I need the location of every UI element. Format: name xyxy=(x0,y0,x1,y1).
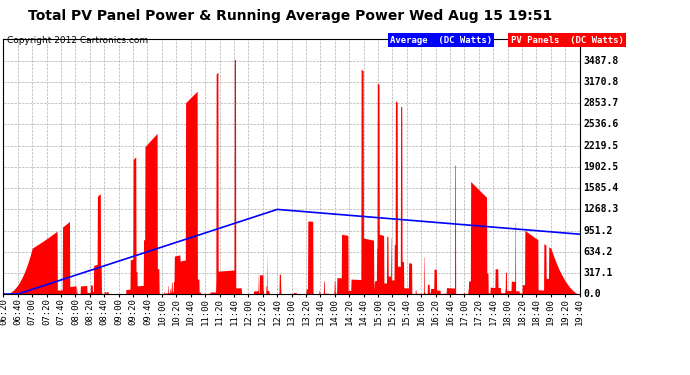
Text: 2219.5: 2219.5 xyxy=(583,141,618,151)
Text: 1585.4: 1585.4 xyxy=(583,183,618,193)
Text: 951.2: 951.2 xyxy=(583,226,613,236)
Text: 1902.5: 1902.5 xyxy=(583,162,618,172)
Text: 3487.8: 3487.8 xyxy=(583,56,618,66)
Text: 0.0: 0.0 xyxy=(583,290,601,299)
Text: 2536.6: 2536.6 xyxy=(583,119,618,129)
Text: 2853.7: 2853.7 xyxy=(583,98,618,108)
Text: 3170.8: 3170.8 xyxy=(583,77,618,87)
Text: Total PV Panel Power & Running Average Power Wed Aug 15 19:51: Total PV Panel Power & Running Average P… xyxy=(28,9,552,23)
Text: 3804.9: 3804.9 xyxy=(583,34,618,44)
Text: Copyright 2012 Cartronics.com: Copyright 2012 Cartronics.com xyxy=(7,36,148,45)
Text: Average  (DC Watts): Average (DC Watts) xyxy=(390,36,492,45)
Text: 317.1: 317.1 xyxy=(583,268,613,278)
Text: 1268.3: 1268.3 xyxy=(583,204,618,214)
Text: 634.2: 634.2 xyxy=(583,247,613,257)
Text: PV Panels  (DC Watts): PV Panels (DC Watts) xyxy=(511,36,624,45)
